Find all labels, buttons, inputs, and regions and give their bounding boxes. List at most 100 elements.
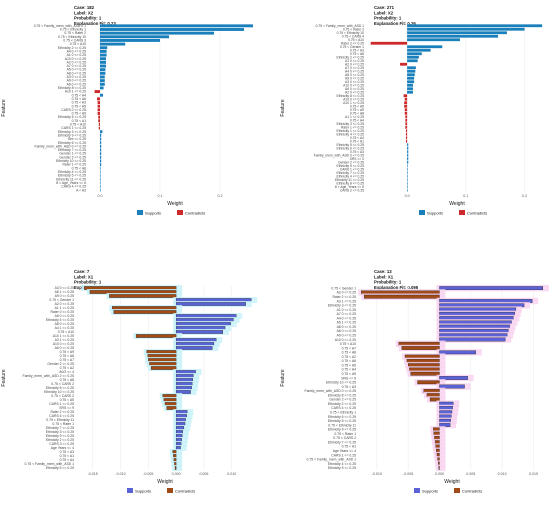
panel-probability: Probability: 1 — [74, 280, 102, 285]
x-tick-label: 0.000 — [435, 472, 444, 476]
feature-label: 0.75 < Rater 2 — [64, 31, 86, 35]
bar-contradicts — [405, 115, 408, 119]
bar-contradicts — [438, 465, 440, 470]
bar-supports — [100, 185, 101, 188]
bar-highlight — [435, 460, 446, 467]
feature-label: 0.75 < A9 — [342, 372, 357, 376]
feature-label: Ethnicity 10 <= 0.25 — [44, 390, 74, 394]
feature-label: 0.75 < A4 — [350, 118, 364, 122]
feature-label: 0.75 < A8 — [60, 378, 75, 382]
bar-supports — [175, 346, 213, 350]
bar-supports — [407, 83, 413, 87]
panel-label: Label: X1 — [74, 274, 94, 279]
feature-label: A5 0 <= 0.25 — [67, 68, 87, 72]
feature-label: Ethnicity 7 <= 0.25 — [58, 148, 86, 152]
feature-label: A9 0 <= 0.25 — [67, 79, 87, 83]
feature-label: Ethnicity 4 <= 0.25 — [328, 462, 356, 466]
bar-contradicts — [404, 108, 408, 112]
feature-label: Gender 2 <= 0.25 — [329, 398, 356, 402]
feature-label: A2 0 <= 0.25 — [345, 62, 364, 66]
legend-label-supports: Supports — [422, 489, 438, 494]
panel-probability: Probability: 1 — [374, 280, 402, 285]
x-axis-label: Weight — [449, 201, 465, 207]
feature-label: A10 1 <= 0.25 — [53, 334, 74, 338]
feature-label: 0.75 < A4 — [72, 93, 87, 97]
bar-supports — [100, 177, 101, 181]
panel-fit: Explanation Fit: 0.095 — [374, 285, 419, 290]
legend-swatch-supports — [414, 488, 420, 493]
feature-label: A1 0 <= 0.25 — [67, 53, 87, 57]
feature-label: 0.75 < Family_mem_with_ASD 1 — [25, 462, 75, 466]
bar-supports — [407, 87, 413, 91]
feature-label: A3 0 <= 0.25 — [345, 80, 364, 84]
bar-supports — [100, 75, 105, 79]
feature-label: CARS 1 <= 0.25 — [49, 402, 74, 406]
feature-label: A1 0 <= 0.25 — [337, 308, 357, 312]
feature-label: CARS 4 <= 0.25 — [49, 414, 74, 418]
bar-supports — [100, 144, 102, 148]
feature-label: A10 0 <= 0.25 — [53, 342, 74, 346]
feature-label: 0.75 < A3 — [350, 150, 364, 154]
bar-supports — [100, 181, 101, 185]
feature-label: A7 0 <= 0.25 — [345, 66, 364, 70]
bar-contradicts — [405, 132, 408, 136]
feature-label: Gender 1 <= 0.25 — [59, 152, 86, 156]
legend-label-contradicts: Contradicts — [185, 211, 205, 216]
bar-contradicts — [429, 397, 440, 402]
feature-label: Ethnicity 9 <= 0.25 — [328, 428, 356, 432]
bar-supports — [407, 59, 418, 63]
feature-label: CARS 1 <= 0.25 — [61, 126, 86, 130]
feature-label: 0.75 < Gender 1 — [49, 298, 74, 302]
bar-contradicts — [98, 115, 100, 119]
bar-supports — [407, 160, 409, 164]
x-axis-label: Weight — [167, 201, 183, 207]
feature-label: Family_mem_with_ASD 0 <= 0.25 — [314, 153, 364, 157]
bar-supports — [100, 148, 102, 152]
feature-label: 0.75 < A8 — [342, 351, 357, 355]
bar-supports — [100, 174, 101, 178]
feature-label: 0.75 < A9 — [60, 350, 75, 354]
feature-label: Ethnicity 8 <= 0.25 — [328, 393, 356, 397]
bar-contradicts — [404, 97, 408, 101]
feature-label: Ethnicity 3 <= 0.25 — [337, 122, 365, 126]
bar-contradicts — [400, 62, 408, 66]
feature-label: Ethnicity 7 <= 0.25 — [337, 171, 365, 175]
feature-label: Ethnicity 2 <= 0.25 — [337, 55, 365, 59]
bar-supports — [100, 53, 107, 57]
x-tick-label: 0.005 — [199, 472, 208, 476]
bar-supports — [407, 167, 408, 171]
feature-label: A < A2 — [76, 188, 86, 192]
legend-swatch-supports — [127, 488, 133, 493]
x-tick-label: -0.015 — [88, 472, 98, 476]
feature-label: A3 1 <= 0.25 — [55, 338, 75, 342]
panel-label: Label: X2 — [374, 10, 394, 15]
feature-label: CARS 4 <= 0.25 — [331, 406, 356, 410]
bar-contradicts — [97, 108, 100, 112]
feature-label: Ethnicity 7 <= 0.25 — [328, 440, 356, 444]
bar-supports — [100, 159, 102, 163]
feature-label: Ethnicity 3 <= 0.25 — [46, 430, 74, 434]
legend-swatch-contradicts — [167, 488, 173, 493]
feature-label: 0.75 < A1 — [60, 454, 75, 458]
bar-supports — [100, 188, 101, 192]
feature-label: Ethnicity 9 <= 0.25 — [58, 133, 86, 137]
feature-label: 0.75 < A3 — [72, 101, 87, 105]
x-tick-label: 0.010 — [227, 472, 236, 476]
x-tick-label: -0.010 — [115, 472, 125, 476]
feature-label: 0.75 < A6 — [342, 359, 357, 363]
feature-label: A9 0 <= 0.25 — [337, 333, 357, 337]
legend-swatch-supports — [137, 210, 143, 215]
bar-contradicts — [403, 94, 408, 98]
feature-label: 0.75 < A2 — [60, 366, 75, 370]
bar-supports — [439, 286, 544, 291]
feature-label: 0.75 < A9 — [350, 108, 364, 112]
bar-supports — [407, 174, 408, 178]
bar-contradicts — [410, 371, 440, 376]
feature-label: 0.75 < A3 — [350, 48, 364, 52]
feature-label: Ethnicity 8 <= 0.25 — [337, 181, 365, 185]
panel-case: Case: 13 — [374, 269, 392, 274]
bar-supports — [100, 163, 102, 167]
x-axis-label: Weight — [157, 479, 173, 485]
